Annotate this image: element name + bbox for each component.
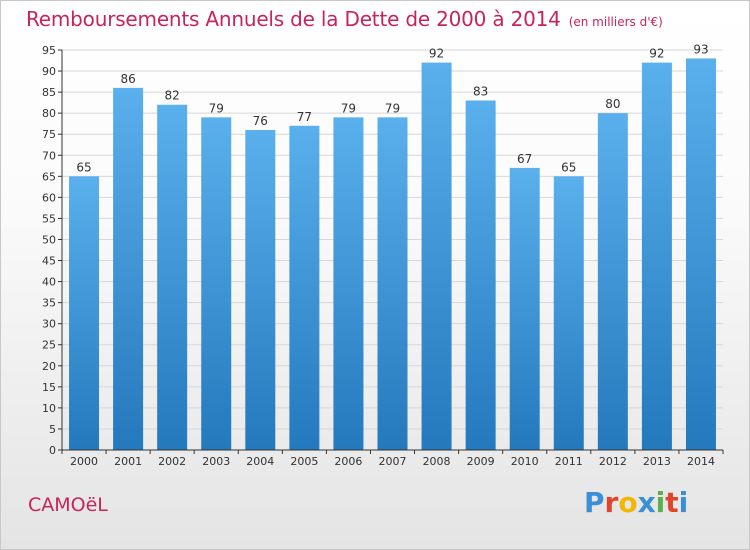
- y-tick-label: 45: [42, 255, 56, 268]
- y-tick-label: 5: [49, 423, 56, 436]
- bar: [377, 117, 408, 451]
- x-tick-label: 2006: [334, 455, 362, 468]
- bar: [685, 58, 716, 450]
- y-tick-label: 50: [42, 233, 56, 246]
- bar-value-label: 79: [385, 101, 400, 115]
- x-tick-label: 2002: [158, 455, 186, 468]
- bar: [201, 117, 232, 451]
- bar-value-label: 79: [209, 101, 224, 115]
- bar-value-label: 82: [165, 89, 180, 103]
- proxiti-logo: Proxiti: [584, 486, 688, 519]
- proxiti-logo-letter: P: [584, 486, 605, 519]
- bar: [333, 117, 364, 451]
- x-tick-label: 2012: [599, 455, 627, 468]
- x-tick-label: 2013: [643, 455, 671, 468]
- bar: [113, 87, 144, 450]
- y-tick-label: 35: [42, 297, 56, 310]
- y-tick-label: 55: [42, 212, 56, 225]
- y-tick-label: 40: [42, 276, 56, 289]
- y-tick-label: 30: [42, 318, 56, 331]
- bar-value-label: 79: [341, 101, 356, 115]
- x-tick-label: 2005: [290, 455, 318, 468]
- y-tick-label: 95: [42, 44, 56, 57]
- x-tick-label: 2007: [379, 455, 407, 468]
- y-tick-label: 0: [49, 444, 56, 457]
- bar: [553, 176, 584, 450]
- y-tick-label: 15: [42, 381, 56, 394]
- bar-value-label: 80: [605, 97, 620, 111]
- bar-value-label: 92: [649, 47, 664, 61]
- bar: [597, 113, 628, 450]
- y-tick-label: 85: [42, 86, 56, 99]
- bar-value-label: 65: [76, 160, 91, 174]
- bar-value-label: 67: [517, 152, 532, 166]
- y-tick-label: 25: [42, 339, 56, 352]
- x-tick-label: 2003: [202, 455, 230, 468]
- proxiti-logo-letter: i: [678, 486, 689, 519]
- proxiti-logo-letter: t: [665, 486, 679, 519]
- bar: [245, 130, 276, 450]
- bar-value-label: 86: [120, 72, 135, 86]
- y-tick-label: 65: [42, 170, 56, 183]
- x-tick-label: 2009: [467, 455, 495, 468]
- bar: [641, 62, 672, 450]
- x-tick-label: 2004: [246, 455, 274, 468]
- x-tick-label: 2000: [70, 455, 98, 468]
- x-tick-label: 2014: [687, 455, 715, 468]
- bar-value-label: 92: [429, 47, 444, 61]
- chart-title-text: Remboursements Annuels de la Dette de 20…: [26, 7, 561, 31]
- y-tick-label: 75: [42, 128, 56, 141]
- y-tick-label: 10: [42, 402, 56, 415]
- bar-value-label: 77: [297, 110, 312, 124]
- bar: [465, 100, 496, 451]
- proxiti-logo-letter: i: [655, 486, 666, 519]
- y-tick-label: 60: [42, 191, 56, 204]
- proxiti-logo-letter: o: [618, 486, 638, 519]
- chart-unit: (en milliers d'€): [568, 15, 663, 29]
- bar: [421, 62, 452, 450]
- x-tick-label: 2010: [511, 455, 539, 468]
- y-tick-label: 70: [42, 149, 56, 162]
- bar-value-label: 93: [693, 42, 708, 56]
- bar: [157, 104, 188, 450]
- commune-name: CAMOëL: [28, 494, 108, 516]
- chart-title: Remboursements Annuels de la Dette de 20…: [26, 7, 663, 31]
- y-tick-label: 20: [42, 360, 56, 373]
- bar: [69, 176, 100, 450]
- bar: [509, 167, 540, 451]
- y-tick-label: 90: [42, 65, 56, 78]
- x-tick-label: 2011: [555, 455, 583, 468]
- bar-value-label: 76: [253, 114, 268, 128]
- bar: [289, 125, 320, 450]
- x-tick-label: 2008: [423, 455, 451, 468]
- y-tick-label: 80: [42, 107, 56, 120]
- bar-value-label: 83: [473, 85, 488, 99]
- x-tick-label: 2001: [114, 455, 142, 468]
- bar-value-label: 65: [561, 160, 576, 174]
- proxiti-logo-letter: r: [604, 486, 619, 519]
- proxiti-logo-letter: x: [637, 486, 656, 519]
